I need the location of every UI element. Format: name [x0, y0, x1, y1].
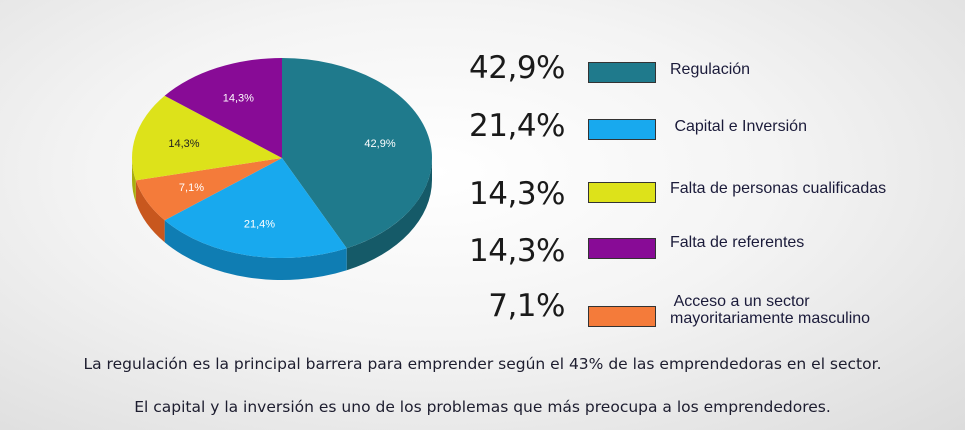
legend-swatch [588, 119, 656, 140]
legend-percent: 14,3% [469, 233, 565, 269]
caption-capital: El capital y la inversión es uno de los … [134, 398, 831, 416]
pie-slice-3 [131, 95, 282, 181]
legend-label: Falta de personas cualificadas [670, 180, 886, 197]
pie-slice-2 [135, 158, 282, 221]
legend-item: 21,4% Capital e Inversión [469, 108, 950, 158]
pie-slice-label-1: 21,4% [244, 218, 275, 230]
pie-side-3 [132, 158, 136, 203]
legend-label-line: mayoritariamente masculino [670, 310, 871, 327]
pie-slices [131, 58, 433, 258]
legend-label-line: Regulación [670, 61, 751, 78]
legend-item: 7,1% Acceso a un sector mayoritariamente … [470, 288, 950, 338]
legend-percent: 7,1% [488, 288, 565, 324]
legend-item: 14,3% Falta de personas cualificadas [469, 170, 950, 220]
pie-slice-label-4: 14,3% [223, 93, 254, 105]
legend-percent: 42,9% [469, 50, 565, 86]
legend-label: Falta de referentes [670, 234, 804, 251]
legend-label: Capital e Inversión [670, 118, 807, 135]
pie-slice-labels: 42,9% 21,4% 7,1% 14,3% 14,3% [168, 93, 395, 231]
pie-side-1 [164, 220, 347, 281]
legend-swatch [588, 238, 656, 259]
pie-slice-1 [164, 158, 347, 258]
legend-swatch [588, 62, 656, 83]
legend-label-line: Falta de personas cualificadas [670, 180, 887, 197]
caption-regulation: La regulación es la principal barrera pa… [83, 355, 882, 373]
pie-slice-label-2: 7,1% [179, 182, 204, 194]
legend-percent: 21,4% [469, 108, 565, 144]
legend-label: Acceso a un sector mayoritariamente mascu… [670, 293, 870, 327]
legend-item: 14,3% Falta de referentes [469, 227, 950, 277]
legend-item: 42,9% Regulación [469, 50, 950, 100]
legend-swatch [588, 182, 656, 203]
legend-label: Regulación [670, 61, 750, 78]
legend-percent: 14,3% [469, 176, 565, 212]
pie-side-2 [135, 180, 165, 243]
legend-label-line: Falta de referentes [670, 234, 805, 251]
pie-side-0 [346, 158, 433, 271]
pie-slice-label-0: 42,9% [364, 138, 395, 150]
pie-3d-sides [132, 158, 433, 281]
pie-slice-4 [164, 58, 282, 158]
pie-slice-0 [282, 58, 433, 249]
legend-swatch [588, 306, 656, 327]
legend-label-line: Acceso a un sector [670, 293, 810, 310]
legend-label-line: Capital e Inversión [670, 118, 807, 135]
pie-slice-label-3: 14,3% [168, 138, 199, 150]
